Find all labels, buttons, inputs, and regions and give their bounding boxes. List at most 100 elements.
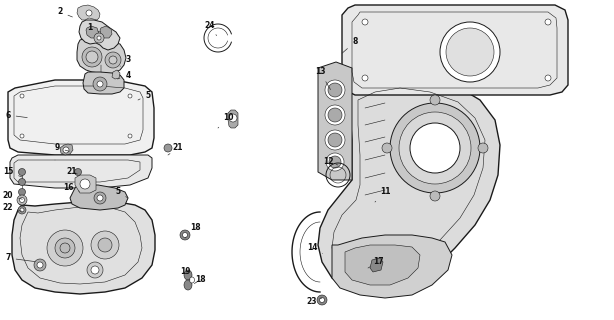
Circle shape bbox=[18, 188, 26, 196]
Text: 21: 21 bbox=[67, 167, 77, 177]
Text: 18: 18 bbox=[195, 276, 205, 284]
Text: 1: 1 bbox=[87, 23, 100, 33]
Text: 10: 10 bbox=[218, 114, 233, 128]
Circle shape bbox=[390, 103, 480, 193]
Circle shape bbox=[97, 195, 103, 201]
Circle shape bbox=[97, 81, 103, 87]
Circle shape bbox=[20, 208, 24, 212]
Text: 6: 6 bbox=[6, 110, 27, 119]
Polygon shape bbox=[86, 26, 99, 38]
Text: 3: 3 bbox=[120, 55, 131, 66]
Circle shape bbox=[164, 144, 172, 152]
Circle shape bbox=[34, 259, 46, 271]
Polygon shape bbox=[100, 26, 112, 38]
Circle shape bbox=[362, 75, 368, 81]
Circle shape bbox=[18, 169, 26, 175]
Circle shape bbox=[325, 80, 345, 100]
Circle shape bbox=[82, 47, 102, 67]
Circle shape bbox=[94, 33, 104, 43]
Text: 15: 15 bbox=[3, 167, 22, 177]
Text: 20: 20 bbox=[2, 190, 22, 199]
Polygon shape bbox=[318, 75, 500, 295]
Circle shape bbox=[87, 262, 103, 278]
Circle shape bbox=[93, 77, 107, 91]
Circle shape bbox=[63, 147, 69, 153]
Polygon shape bbox=[342, 5, 568, 95]
Circle shape bbox=[325, 130, 345, 150]
Text: 14: 14 bbox=[307, 244, 322, 254]
Polygon shape bbox=[83, 72, 124, 94]
Polygon shape bbox=[77, 38, 126, 74]
Circle shape bbox=[328, 133, 342, 147]
Circle shape bbox=[430, 95, 440, 105]
Circle shape bbox=[47, 230, 83, 266]
Circle shape bbox=[20, 134, 24, 138]
Polygon shape bbox=[12, 200, 155, 294]
Circle shape bbox=[128, 134, 132, 138]
Circle shape bbox=[18, 179, 26, 186]
Circle shape bbox=[74, 169, 82, 175]
Ellipse shape bbox=[190, 277, 195, 283]
Circle shape bbox=[86, 10, 92, 16]
Ellipse shape bbox=[184, 270, 192, 280]
Circle shape bbox=[182, 233, 187, 237]
Circle shape bbox=[325, 105, 345, 125]
Circle shape bbox=[545, 19, 551, 25]
Text: 5: 5 bbox=[115, 188, 128, 198]
Text: 18: 18 bbox=[185, 223, 200, 238]
Ellipse shape bbox=[184, 280, 192, 290]
Circle shape bbox=[328, 108, 342, 122]
Polygon shape bbox=[79, 20, 120, 50]
Circle shape bbox=[20, 94, 24, 98]
Circle shape bbox=[180, 230, 190, 240]
Circle shape bbox=[399, 112, 471, 184]
Circle shape bbox=[362, 19, 368, 25]
Text: 5: 5 bbox=[138, 91, 150, 100]
Circle shape bbox=[17, 195, 27, 205]
Text: 4: 4 bbox=[118, 70, 131, 79]
Circle shape bbox=[97, 36, 101, 40]
Text: 16: 16 bbox=[63, 183, 79, 193]
Text: 21: 21 bbox=[168, 143, 183, 155]
Circle shape bbox=[545, 75, 551, 81]
Text: 12: 12 bbox=[323, 157, 338, 166]
Circle shape bbox=[317, 295, 327, 305]
Circle shape bbox=[80, 179, 90, 189]
Text: 7: 7 bbox=[6, 253, 35, 262]
Circle shape bbox=[478, 143, 488, 153]
Text: 2: 2 bbox=[57, 7, 72, 17]
Polygon shape bbox=[70, 185, 128, 210]
Polygon shape bbox=[345, 245, 420, 285]
Circle shape bbox=[60, 243, 70, 253]
Polygon shape bbox=[60, 144, 73, 155]
Text: 23: 23 bbox=[307, 298, 322, 307]
Text: 22: 22 bbox=[2, 204, 22, 212]
Circle shape bbox=[326, 153, 344, 171]
Circle shape bbox=[328, 83, 342, 97]
Text: 19: 19 bbox=[180, 268, 190, 280]
Circle shape bbox=[18, 206, 26, 214]
Circle shape bbox=[229, 114, 237, 122]
Circle shape bbox=[20, 197, 25, 203]
Circle shape bbox=[109, 56, 117, 64]
Polygon shape bbox=[332, 235, 452, 298]
Circle shape bbox=[55, 238, 75, 258]
Circle shape bbox=[329, 156, 341, 168]
Circle shape bbox=[94, 192, 106, 204]
Circle shape bbox=[91, 266, 99, 274]
Text: 17: 17 bbox=[368, 258, 383, 268]
Circle shape bbox=[430, 191, 440, 201]
Circle shape bbox=[319, 298, 325, 302]
Circle shape bbox=[410, 123, 460, 173]
Polygon shape bbox=[10, 155, 152, 188]
Text: 24: 24 bbox=[204, 20, 217, 36]
Text: 13: 13 bbox=[315, 68, 330, 90]
Text: 9: 9 bbox=[55, 143, 69, 153]
Circle shape bbox=[37, 262, 43, 268]
Polygon shape bbox=[8, 80, 154, 155]
Polygon shape bbox=[318, 62, 352, 180]
Polygon shape bbox=[228, 110, 238, 128]
Circle shape bbox=[18, 198, 26, 205]
Circle shape bbox=[128, 94, 132, 98]
Polygon shape bbox=[370, 258, 383, 272]
